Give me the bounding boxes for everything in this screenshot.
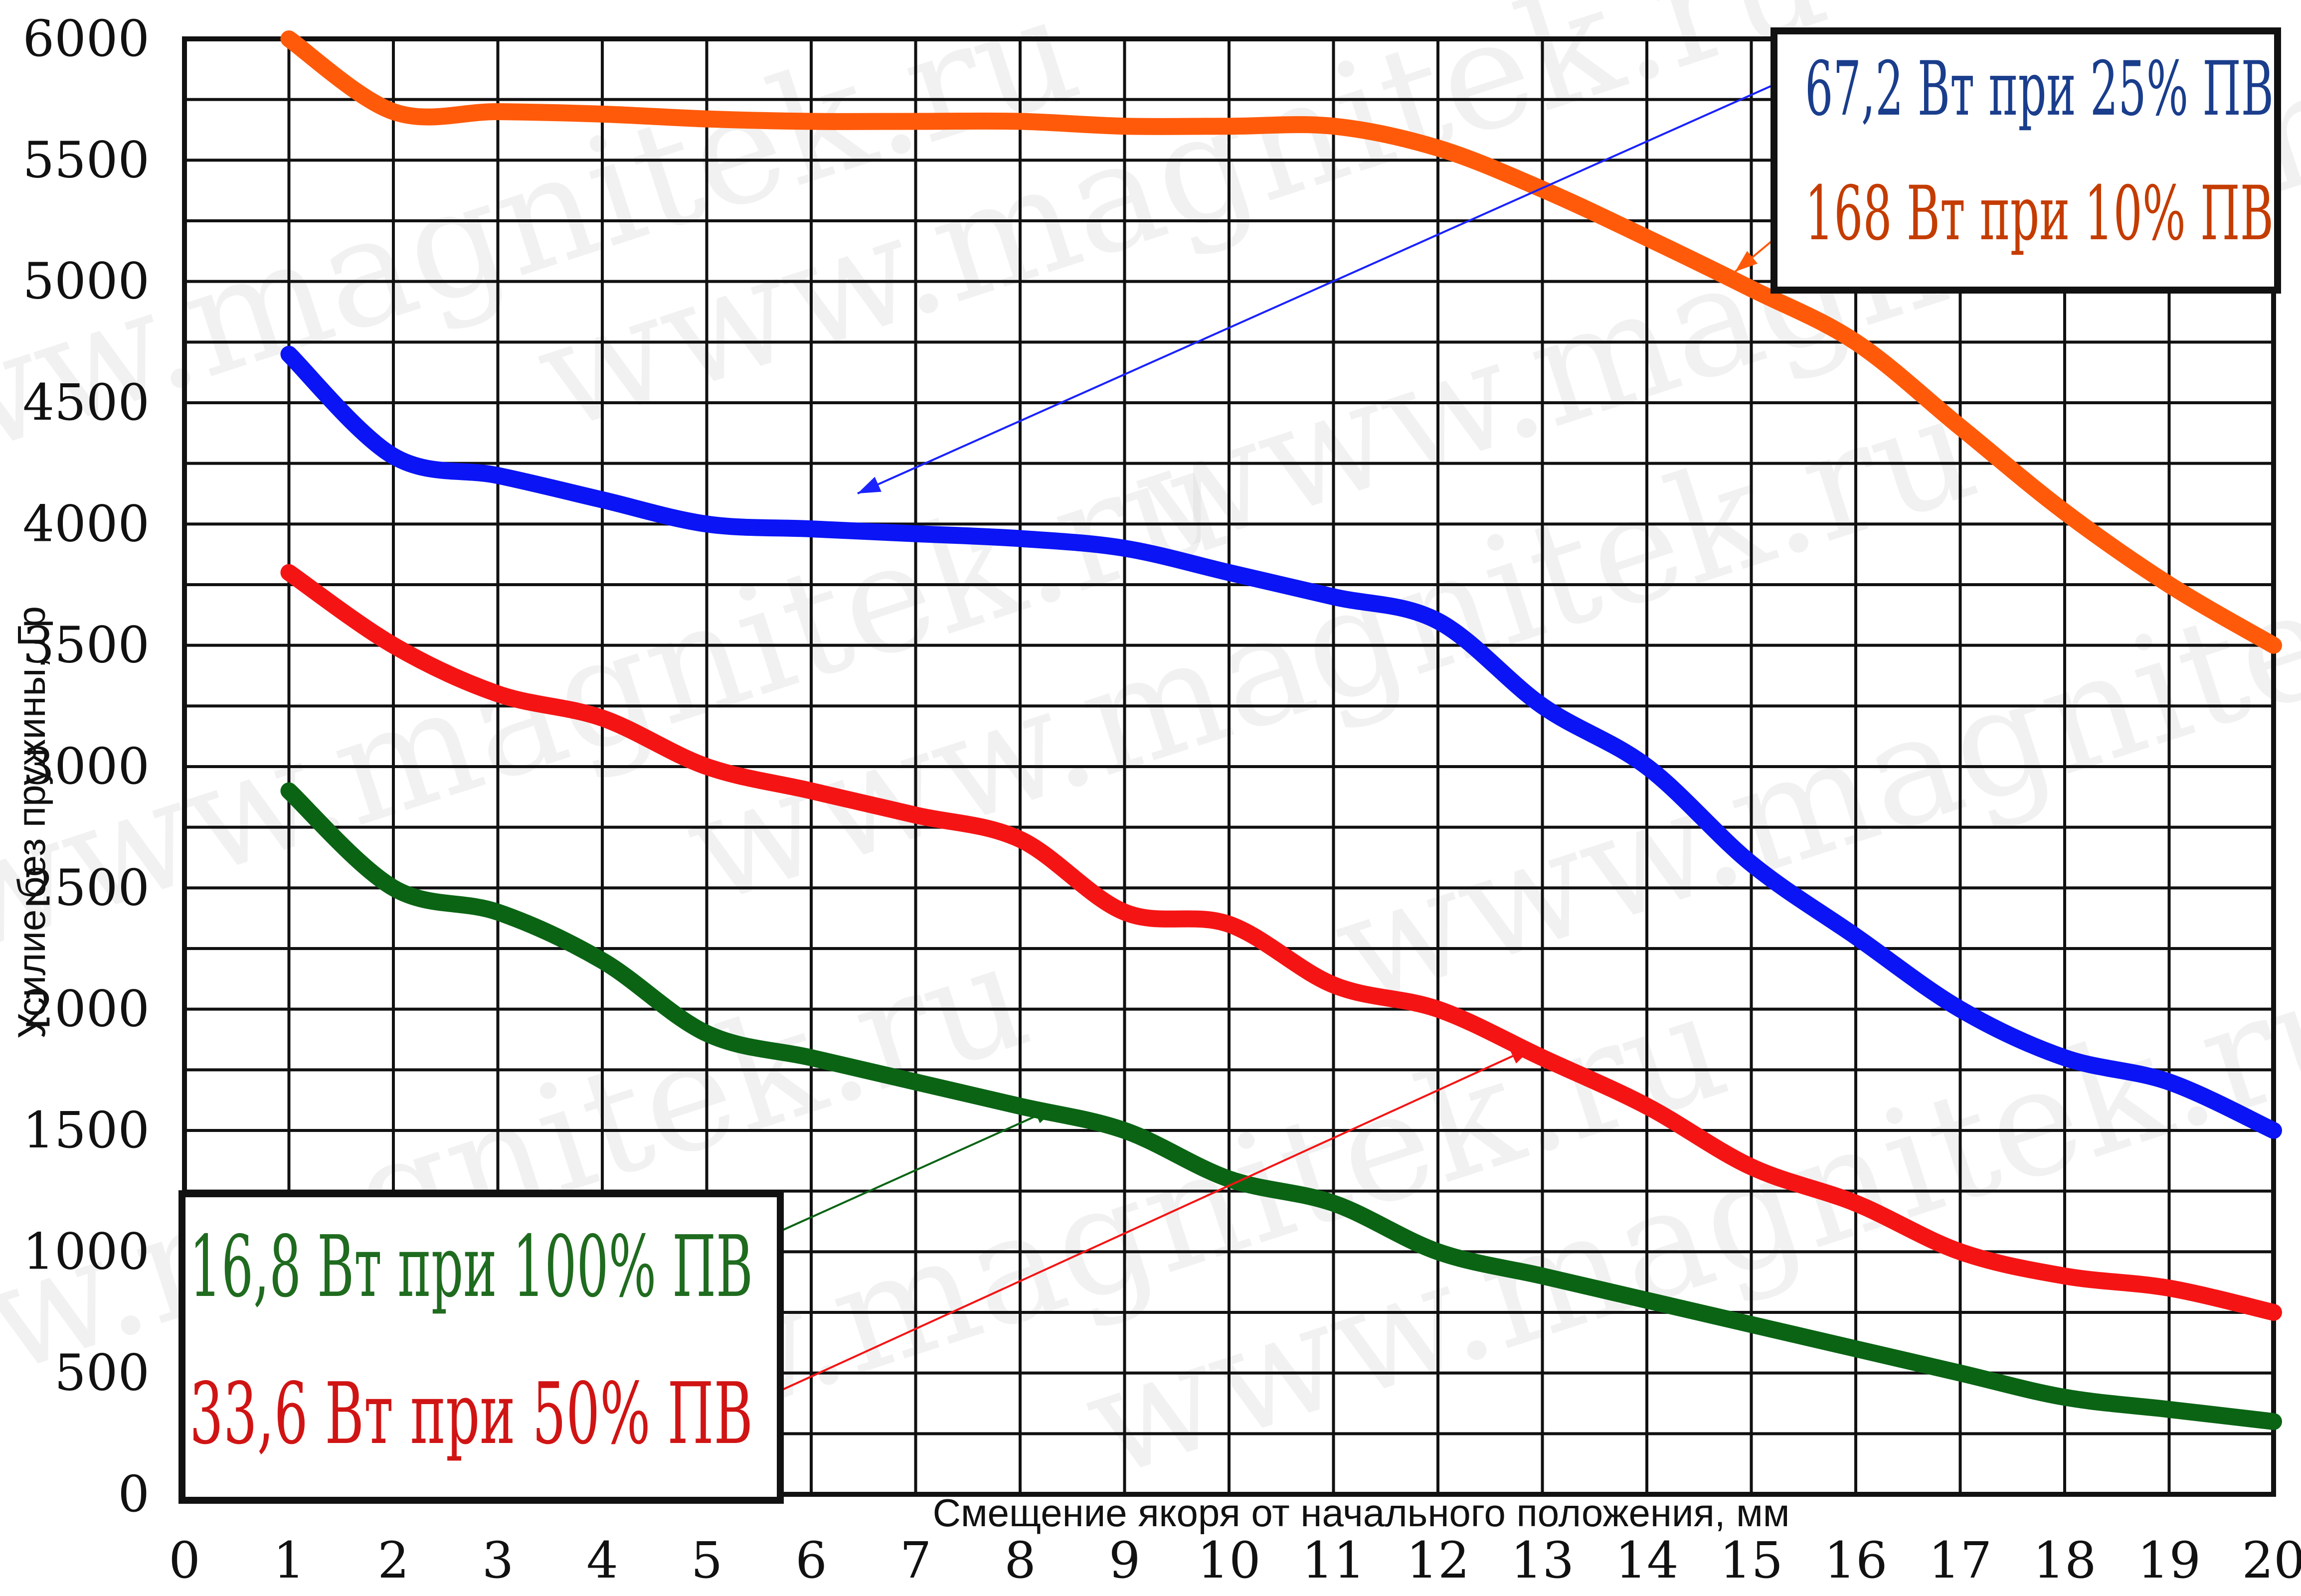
x-tick-label: 17: [1929, 1531, 1992, 1590]
y-tick-label: 6000: [23, 9, 150, 68]
y-tick-label: 5500: [23, 131, 150, 189]
legend-entry: 33,6 Вт при 50% ПВ: [189, 1365, 753, 1463]
x-tick-label: 15: [1720, 1531, 1783, 1590]
x-tick-label: 2: [377, 1531, 409, 1590]
x-tick-label: 9: [1109, 1531, 1141, 1590]
x-tick-label: 8: [1004, 1531, 1036, 1590]
legend-entry: 168 Вт при 10% ПВ: [1805, 170, 2274, 257]
y-axis-title: Усилие без пружины, Гр: [9, 606, 53, 1039]
x-tick-label: 1: [273, 1531, 305, 1590]
y-tick-label: 4000: [23, 494, 150, 553]
legend-entry: 16,8 Вт при 100% ПВ: [189, 1218, 753, 1316]
x-axis-title: Смещение якоря от начального положения, …: [933, 1491, 1790, 1535]
y-tick-label: 1000: [23, 1222, 150, 1280]
x-tick-label: 16: [1824, 1531, 1887, 1590]
y-tick-label: 500: [54, 1344, 150, 1402]
legend-entry: 67,2 Вт при 25% ПВ: [1805, 46, 2274, 133]
x-tick-label: 20: [2242, 1531, 2301, 1590]
x-tick-label: 5: [691, 1531, 723, 1590]
x-tick-label: 11: [1302, 1531, 1365, 1590]
x-tick-label: 6: [795, 1531, 827, 1590]
y-tick-label: 5000: [23, 252, 150, 311]
x-tick-label: 19: [2137, 1531, 2201, 1590]
y-tick-label: 1500: [23, 1101, 150, 1159]
x-tick-label: 3: [482, 1531, 514, 1590]
x-tick-label: 4: [586, 1531, 618, 1590]
x-tick-label: 12: [1406, 1531, 1469, 1590]
x-tick-label: 13: [1511, 1531, 1574, 1590]
x-tick-label: 14: [1615, 1531, 1678, 1590]
x-tick-label: 7: [900, 1531, 932, 1590]
x-tick-label: 10: [1197, 1531, 1260, 1590]
x-tick-label: 18: [2033, 1531, 2096, 1590]
x-tick-label: 0: [169, 1531, 200, 1590]
y-tick-label: 4500: [23, 373, 150, 432]
y-tick-label: 0: [118, 1465, 150, 1523]
